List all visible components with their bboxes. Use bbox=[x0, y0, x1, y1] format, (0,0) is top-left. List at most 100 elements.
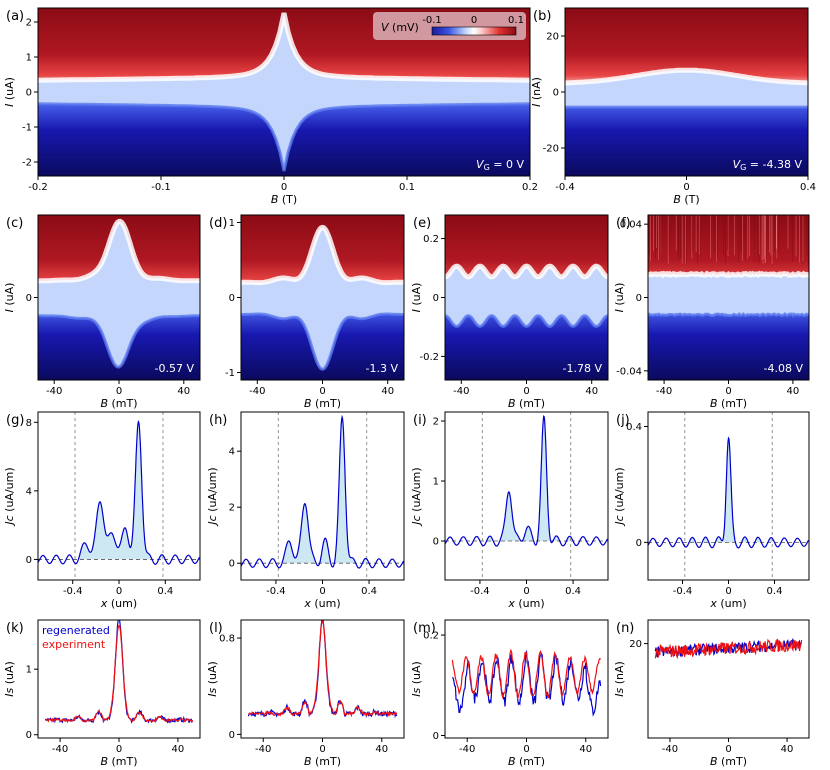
panel-label: (f) bbox=[616, 216, 631, 231]
panel-label: (i) bbox=[413, 413, 427, 428]
colorbar-label: V (mV) bbox=[381, 21, 419, 34]
jc-panel-j: -0.4 0 0.400.4(j)x (um)Jc (uA/um) bbox=[613, 411, 810, 610]
x-axis-label: B (mT) bbox=[100, 397, 137, 410]
y-axis-label: Is (nA) bbox=[613, 661, 626, 697]
y-tick-label: 1 bbox=[229, 218, 235, 229]
panel-label: (h) bbox=[209, 413, 227, 428]
y-tick-label: 0.8 bbox=[219, 634, 235, 645]
y-axis-label: Is (uA) bbox=[3, 661, 16, 697]
x-axis-label: B (T) bbox=[673, 193, 699, 206]
x-tick-label: 0 bbox=[116, 586, 122, 597]
panel-label: (l) bbox=[209, 621, 223, 636]
x-tick-label: 40 bbox=[787, 386, 800, 397]
y-tick-label: -1 bbox=[22, 123, 32, 134]
is-panel-m: -40 0 40 0 0.2(m) B (mT) Is (uA) bbox=[410, 619, 609, 768]
y-tick-label: 0.2 bbox=[423, 631, 439, 642]
x-tick-label: 0.1 bbox=[399, 182, 415, 193]
legend-experiment: experiment bbox=[42, 638, 106, 651]
y-tick-label: 0 bbox=[26, 730, 32, 741]
y-tick-label: 2 bbox=[433, 417, 439, 428]
x-axis-label: B (mT) bbox=[710, 397, 747, 410]
heatmap-body bbox=[241, 215, 404, 380]
x-tick-label: -0.4 bbox=[673, 586, 693, 597]
x-axis-label: x (um) bbox=[507, 597, 544, 610]
jc-panel-g: -0.4 0 0.4 0 4 8(g) x (um) Jc (uA/um) bbox=[3, 411, 201, 610]
y-tick-label: 1 bbox=[26, 665, 32, 676]
plot-frame bbox=[444, 411, 609, 581]
y-tick-label: 0.04 bbox=[620, 220, 642, 231]
colorbar-tick-label: -0.1 bbox=[422, 15, 442, 26]
y-axis-label: Is (uA) bbox=[206, 661, 219, 697]
switching-edge-top bbox=[241, 224, 404, 286]
heatmap-panel-b: -0.4 0 0.4 20 0 -20 (b) B (T) I (nA) VG = -4.38 V bbox=[530, 7, 816, 206]
y-axis-label: Jc (uA/um) bbox=[206, 467, 219, 526]
switching-edge-top bbox=[38, 218, 200, 284]
x-axis-label: B (mT) bbox=[100, 755, 137, 768]
gate-voltage-annotation: -4.08 V bbox=[764, 362, 804, 375]
switching-edge-top bbox=[38, 12, 530, 83]
gate-voltage-annotation: VG = -4.38 V bbox=[733, 158, 803, 172]
jc-curve bbox=[241, 414, 404, 569]
is-curve-experiment bbox=[44, 624, 194, 724]
switching-edge-bottom bbox=[648, 312, 809, 318]
plot-frame bbox=[240, 619, 405, 739]
x-tick-label: 0.4 bbox=[800, 182, 816, 193]
x-tick-label: 40 bbox=[781, 744, 794, 755]
superconducting-region bbox=[648, 273, 809, 316]
is-curve-experiment bbox=[248, 620, 398, 718]
jc-curve bbox=[445, 414, 608, 547]
panel-label: (m) bbox=[413, 621, 436, 636]
x-tick-label: 0 bbox=[523, 386, 529, 397]
x-tick-label: 40 bbox=[579, 744, 592, 755]
y-tick-label: -2 bbox=[22, 158, 32, 169]
jc-curve bbox=[38, 419, 200, 565]
switching-edge-top bbox=[445, 263, 608, 280]
y-tick-label: 2 bbox=[26, 18, 32, 29]
y-tick-label: 0.2 bbox=[423, 234, 439, 245]
y-axis-label: I (nA) bbox=[530, 77, 543, 107]
x-tick-label: -0.2 bbox=[28, 182, 48, 193]
panel-label: (d) bbox=[209, 216, 227, 231]
x-axis-label: x (um) bbox=[709, 597, 746, 610]
x-tick-label: 0.4 bbox=[565, 586, 581, 597]
panel-label: (c) bbox=[6, 216, 23, 231]
y-tick-label: 0 bbox=[229, 293, 235, 304]
x-tick-label: 0.4 bbox=[361, 586, 377, 597]
is-body bbox=[247, 620, 398, 719]
is-curve-experiment bbox=[654, 638, 803, 660]
plot-frame bbox=[647, 619, 810, 739]
y-tick-label: 1 bbox=[26, 53, 32, 64]
heatmap-panel-c: -40 0 40 0 (c) B (mT) I (uA) -0.57 V bbox=[3, 214, 201, 410]
is-panel-k: -40 0 40 0 1 (k) B (mT) Is (uA) regeneratedexper… bbox=[3, 619, 201, 768]
panel-label: (n) bbox=[616, 621, 634, 636]
y-tick-label: 4 bbox=[26, 486, 32, 497]
x-tick-label: -0.4 bbox=[555, 182, 575, 193]
x-tick-label: 0 bbox=[523, 744, 529, 755]
x-tick-label: 0 bbox=[725, 386, 731, 397]
x-tick-label: 40 bbox=[585, 386, 598, 397]
superconducting-region bbox=[445, 266, 608, 327]
x-tick-label: 40 bbox=[172, 744, 185, 755]
y-tick-label: 0 bbox=[433, 293, 439, 304]
x-tick-label: 0 bbox=[116, 386, 122, 397]
jc-curve bbox=[648, 436, 809, 549]
panel-label: (j) bbox=[616, 413, 630, 428]
is-body bbox=[654, 638, 803, 660]
heatmap-panel-e: -40 0 40 0.2 0 -0.2 (e) B (mT) I (uA) -1.78 V bbox=[410, 214, 609, 410]
x-axis-label: B (mT) bbox=[508, 397, 545, 410]
x-tick-label: -40 bbox=[459, 744, 475, 755]
y-axis-label: I (uA) bbox=[613, 283, 626, 313]
x-tick-label: 0 bbox=[281, 182, 287, 193]
gate-voltage-annotation: -1.3 V bbox=[366, 362, 399, 375]
gate-voltage-annotation: -1.78 V bbox=[563, 362, 603, 375]
y-tick-label: 0 bbox=[636, 293, 642, 304]
y-tick-label: 2 bbox=[229, 503, 235, 514]
colorbar-gradient bbox=[431, 26, 517, 36]
y-tick-label: 0.4 bbox=[626, 422, 642, 433]
jc-body bbox=[38, 412, 200, 580]
y-axis-label: I (uA) bbox=[3, 77, 16, 107]
y-tick-label: 0 bbox=[636, 538, 642, 549]
y-tick-label: 0 bbox=[26, 293, 32, 304]
switching-edge-bottom bbox=[38, 102, 530, 172]
